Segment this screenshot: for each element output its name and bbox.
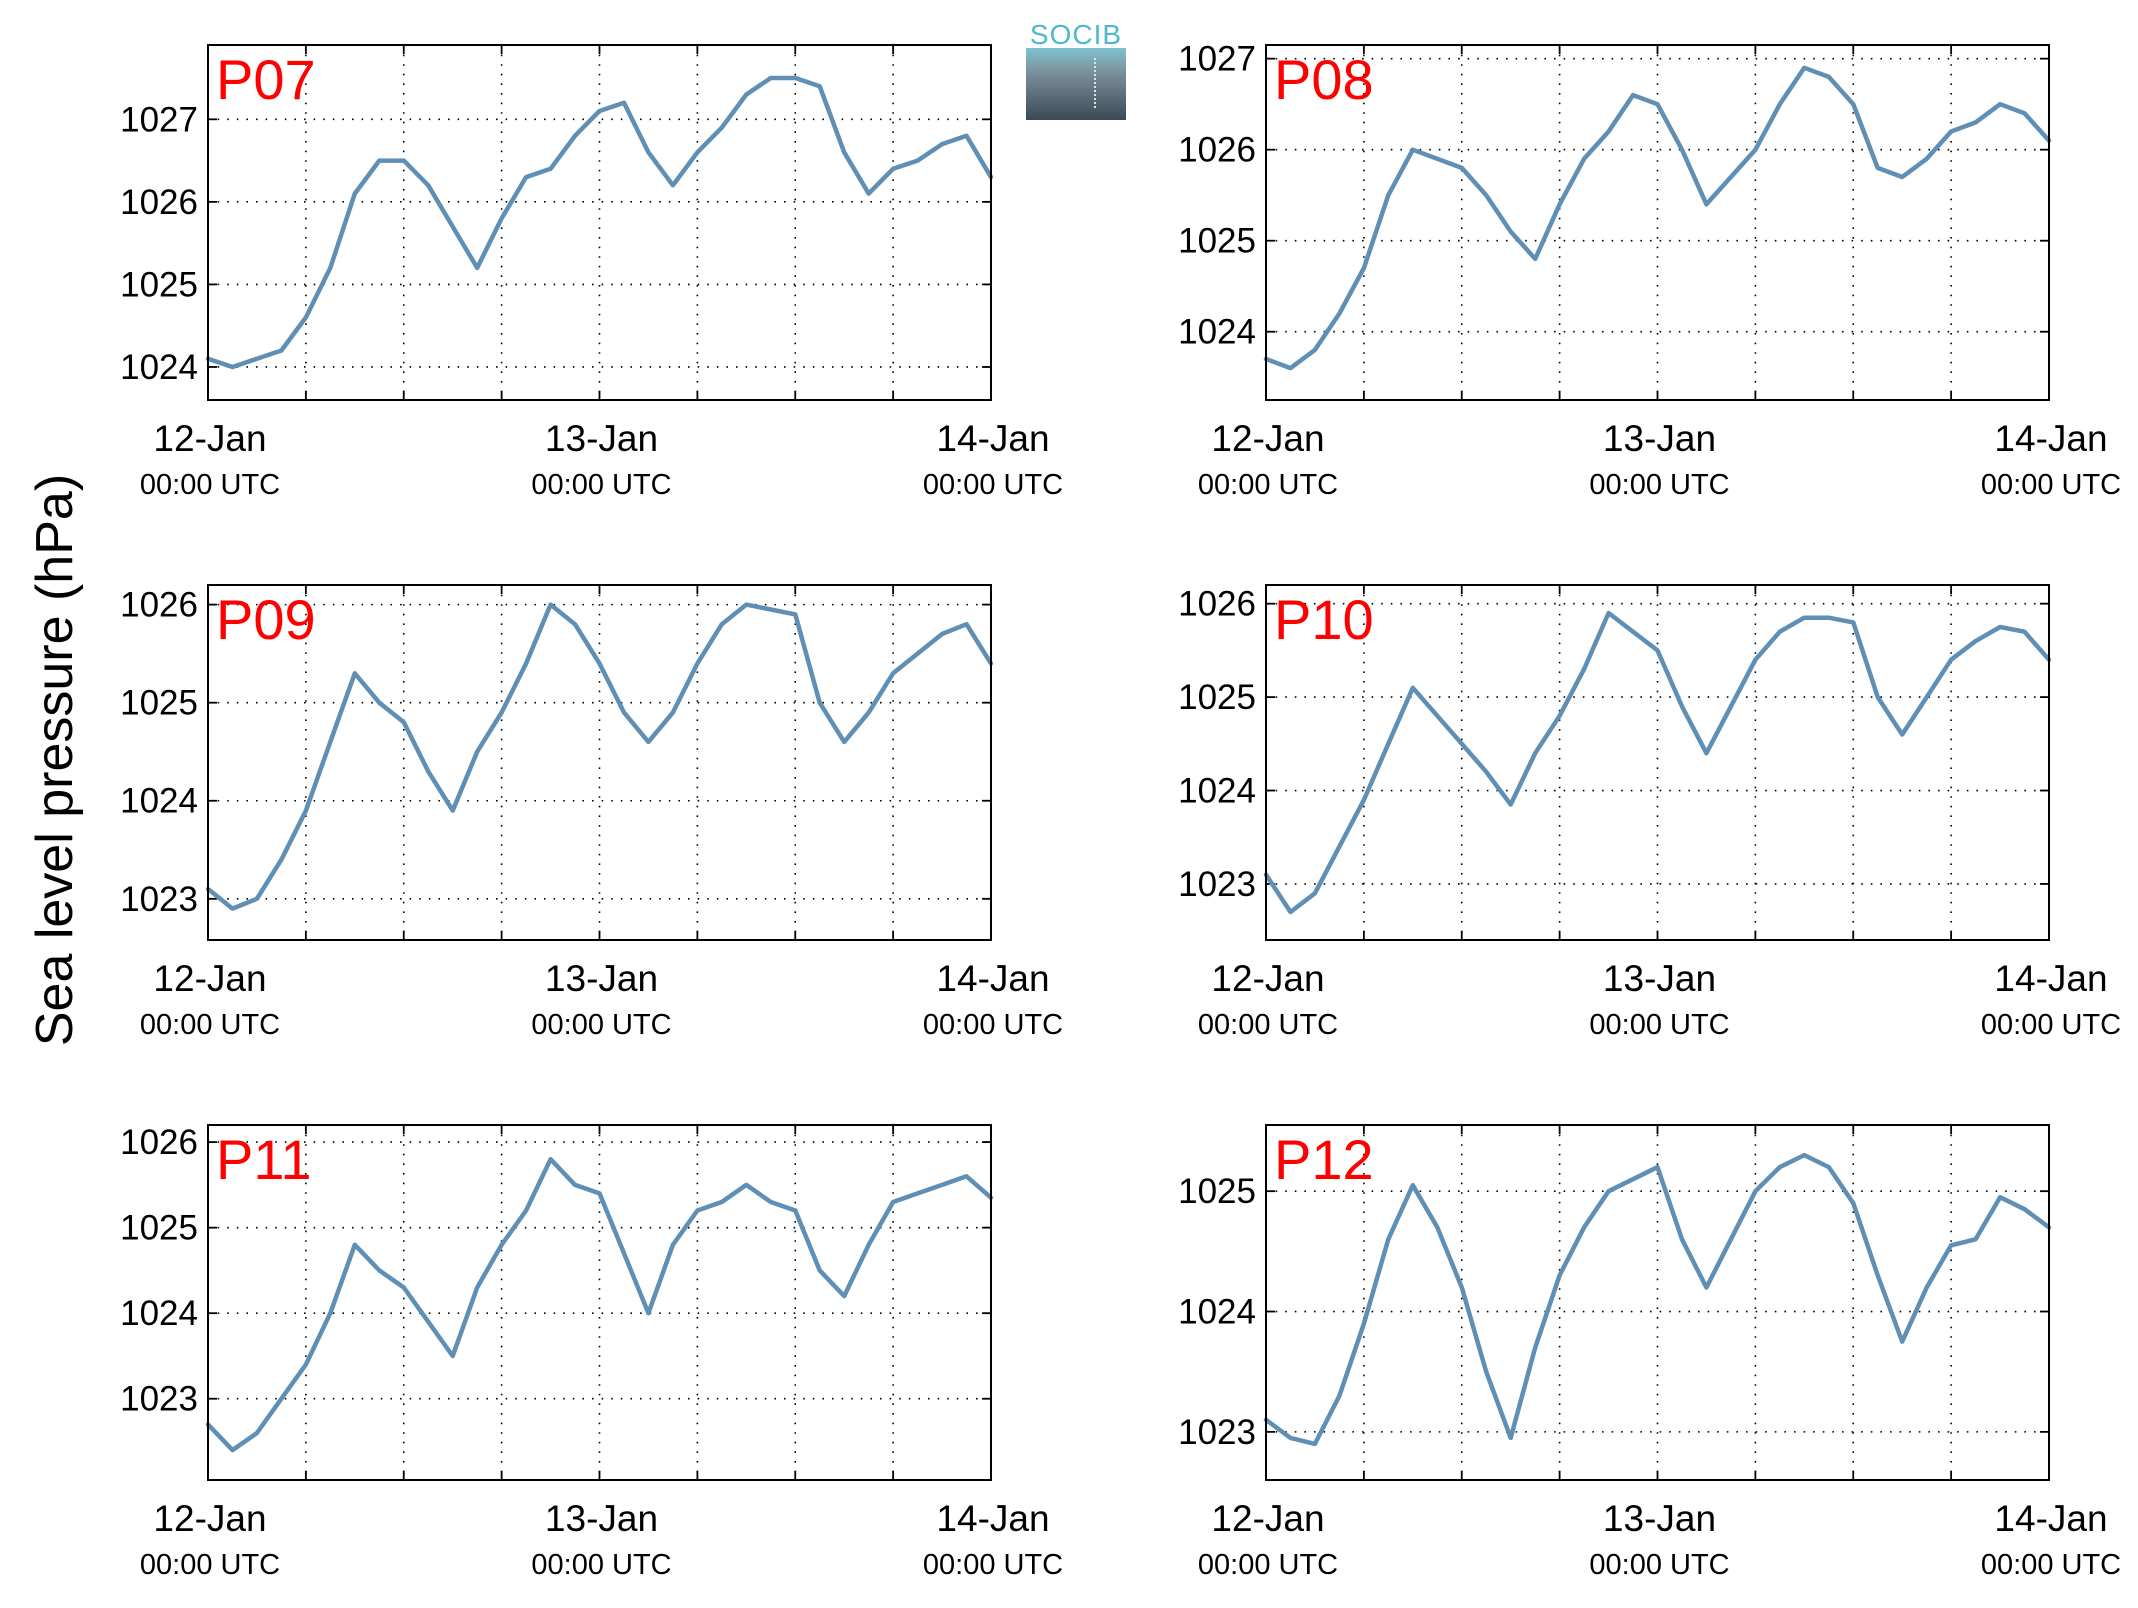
y-tick-label: 1024 [120, 782, 198, 821]
x-tick-label-date: 14-Jan [936, 418, 1049, 459]
y-tick-label: 1023 [120, 880, 198, 919]
station-label-p12: P12 [1274, 1128, 1374, 1191]
chart-panel-p12: 1023 1024 1025 12-Jan 00:00 UTC 13-Jan 00:00 U… [1178, 1124, 2121, 1581]
x-tick-label-time: 00:00 UTC [1198, 1549, 1338, 1581]
x-tick-label-date: 14-Jan [1994, 1498, 2107, 1539]
station-label-p11: P11 [216, 1128, 311, 1191]
plot-frame [207, 44, 992, 401]
station-label-p08: P08 [1274, 48, 1374, 111]
x-tick-label-time: 00:00 UTC [923, 1009, 1063, 1041]
x-tick-label-time: 00:00 UTC [140, 469, 280, 501]
x-tick-label-time: 00:00 UTC [1589, 1549, 1729, 1581]
plot-frame [207, 1124, 992, 1481]
x-tick-label-date: 13-Jan [545, 1498, 658, 1539]
x-tick-label-time: 00:00 UTC [1981, 469, 2121, 501]
x-tick-label-date: 12-Jan [1211, 1498, 1324, 1539]
x-tick-label-time: 00:00 UTC [140, 1009, 280, 1041]
plot-frame [1265, 584, 2050, 941]
x-tick-label-time: 00:00 UTC [923, 1549, 1063, 1581]
x-tick-label-time: 00:00 UTC [531, 1009, 671, 1041]
y-tick-label: 1025 [120, 265, 198, 304]
x-tick-label-time: 00:00 UTC [923, 469, 1063, 501]
plot-frame [1265, 1124, 2050, 1481]
y-tick-label: 1024 [1178, 313, 1256, 352]
x-tick-label-date: 14-Jan [936, 958, 1049, 999]
y-tick-label: 1024 [1178, 1293, 1256, 1332]
y-tick-label: 1025 [1178, 222, 1256, 261]
x-tick-label-date: 13-Jan [1603, 1498, 1716, 1539]
x-tick-label-date: 14-Jan [1994, 958, 2107, 999]
logo-graphic [1026, 48, 1126, 120]
y-tick-label: 1024 [1178, 772, 1256, 811]
station-label-p10: P10 [1274, 588, 1374, 651]
y-tick-label: 1026 [120, 586, 198, 625]
x-tick-label-time: 00:00 UTC [531, 469, 671, 501]
y-tick-label: 1027 [1178, 40, 1256, 79]
logo-mark [1094, 58, 1096, 108]
data-line-p12 [1263, 1152, 2052, 1447]
plot-frame [1265, 44, 2050, 401]
x-tick-label-date: 13-Jan [545, 418, 658, 459]
y-tick-label: 1027 [120, 100, 198, 139]
data-line-p07 [205, 75, 994, 370]
chart-panel-p07: 1024 1025 1026 1027 12-Jan 00:00 UTC 13-Jan 00:… [120, 44, 1063, 501]
x-tick-label-date: 12-Jan [1211, 418, 1324, 459]
y-tick-label: 1023 [1178, 1413, 1256, 1452]
x-tick-label-time: 00:00 UTC [1198, 1009, 1338, 1041]
y-tick-label: 1026 [120, 183, 198, 222]
y-tick-label: 1023 [120, 1380, 198, 1419]
x-tick-label-date: 12-Jan [153, 418, 266, 459]
x-tick-label-date: 14-Jan [1994, 418, 2107, 459]
y-tick-label: 1025 [1178, 1172, 1256, 1211]
x-tick-label-time: 00:00 UTC [531, 1549, 671, 1581]
x-tick-label-date: 13-Jan [545, 958, 658, 999]
y-tick-label: 1023 [1178, 865, 1256, 904]
station-label-p09: P09 [216, 588, 316, 651]
x-tick-label-date: 12-Jan [153, 1498, 266, 1539]
plot-frame [207, 584, 992, 941]
x-tick-label-time: 00:00 UTC [1589, 469, 1729, 501]
socib-logo: SOCIB [1026, 18, 1126, 120]
x-tick-label-date: 12-Jan [1211, 958, 1324, 999]
x-tick-label-date: 13-Jan [1603, 418, 1716, 459]
x-tick-label-time: 00:00 UTC [1589, 1009, 1729, 1041]
x-tick-label-time: 00:00 UTC [1981, 1549, 2121, 1581]
x-tick-label-time: 00:00 UTC [140, 1549, 280, 1581]
data-line-p11 [205, 1156, 994, 1453]
x-tick-label-date: 12-Jan [153, 958, 266, 999]
x-tick-label-time: 00:00 UTC [1981, 1009, 2121, 1041]
y-tick-label: 1026 [1178, 585, 1256, 624]
chart-panel-p11: 1023 1024 1025 1026 12-Jan 00:00 UTC 13-Jan 00:… [120, 1123, 1063, 1581]
x-tick-label-time: 00:00 UTC [1198, 469, 1338, 501]
y-tick-label: 1025 [1178, 678, 1256, 717]
y-tick-label: 1024 [120, 348, 198, 387]
y-tick-label: 1026 [1178, 131, 1256, 170]
data-line-p09 [205, 602, 994, 911]
y-tick-label: 1026 [120, 1123, 198, 1162]
data-line-p10 [1263, 610, 2052, 915]
x-tick-label-date: 13-Jan [1603, 958, 1716, 999]
station-label-p07: P07 [216, 48, 316, 111]
chart-panel-p10: 1023 1024 1025 1026 12-Jan 00:00 UTC 13-Jan 00:… [1178, 584, 2121, 1041]
chart-panel-p08: 1024 1025 1026 1027 12-Jan 00:00 UTC 13-Jan 00:… [1178, 40, 2121, 501]
y-tick-label: 1025 [120, 684, 198, 723]
x-tick-label-date: 14-Jan [936, 1498, 1049, 1539]
data-line-p08 [1263, 65, 2052, 371]
y-tick-label: 1024 [120, 1294, 198, 1333]
chart-panel-p09: 1023 1024 1025 1026 12-Jan 00:00 UTC 13-Jan 00:… [120, 584, 1063, 1041]
logo-text: SOCIB [1029, 19, 1123, 50]
y-tick-label: 1025 [120, 1209, 198, 1248]
